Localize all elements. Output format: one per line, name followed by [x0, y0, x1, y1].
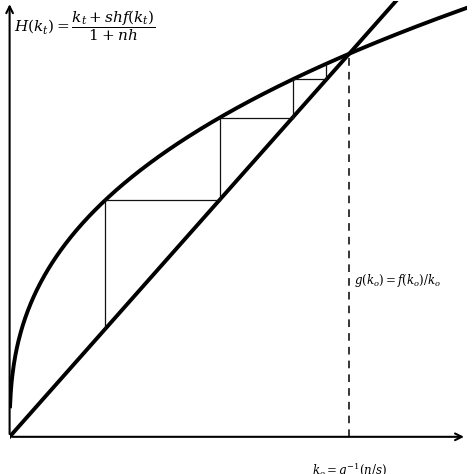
- Text: $g(k_o) = f(k_o)/k_o$: $g(k_o) = f(k_o)/k_o$: [354, 272, 441, 289]
- Text: $H(k_t) = \dfrac{k_t + shf(k_t)}{1+nh}$: $H(k_t) = \dfrac{k_t + shf(k_t)}{1+nh}$: [14, 8, 156, 43]
- Text: $k_o = g^{-1}(n/s)$: $k_o = g^{-1}(n/s)$: [311, 461, 387, 474]
